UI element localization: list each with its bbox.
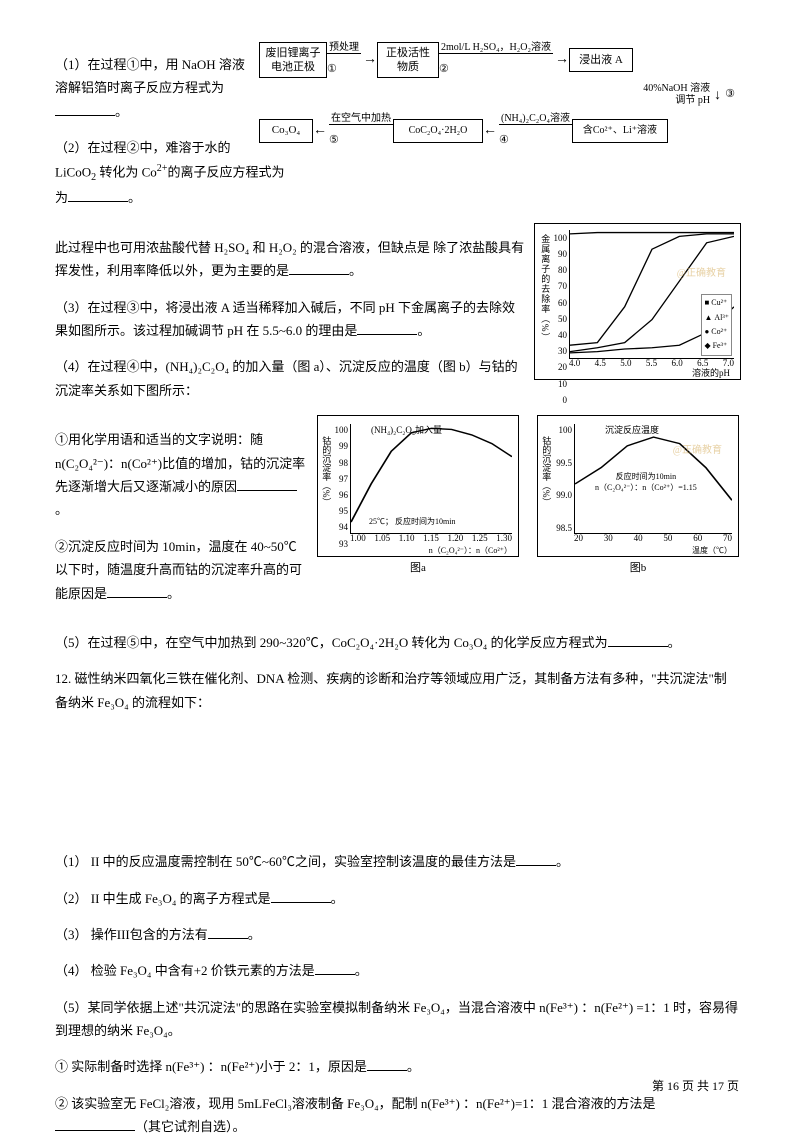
flow-arrow-4: (NH₄)₂C₂O₄溶液④ [483, 111, 572, 151]
s5: （5）某同学依据上述"共沉淀法"的思路在实验室模拟制备纳米 Fe₃O₄，当混合溶… [55, 996, 739, 1043]
q12: 12. 磁性纳米四氧化三铁在催化剂、DNA 检测、疾病的诊断和治疗等领域应用广泛… [55, 667, 739, 714]
flow-box-1: 废旧锂离子电池正极 [259, 42, 327, 78]
plot-area: @正确教育 ■Cu²⁺▲Al³⁺●Co²⁺◆Fe³⁺ [569, 230, 734, 359]
chart-a: 钴的沉淀率（%） 10099989796959493 (NH₄)₂C₂O₄加入量… [317, 415, 519, 557]
chart-b-wrap: 钴的沉淀率（%） 10099.599.098.5 沉淀反应温度 @正确教育 反应… [537, 415, 739, 579]
flow-row-2: Co₃O₄ 在空气中加热⑤ CoC₂O₄·2H₂O (NH₄)₂C₂O₄溶液④ … [259, 111, 739, 151]
flow-box-5: CoC₂O₄·2H₂O [393, 119, 483, 143]
flow-down-3: 40%NaOH 溶液调节 pH ↓ ③ [259, 83, 739, 108]
chart-b: 钴的沉淀率（%） 10099.599.098.5 沉淀反应温度 @正确教育 反应… [537, 415, 739, 557]
s3: （3） 操作III包含的方法有。 [55, 923, 739, 946]
s2: （2） II 中生成 Fe₃O₄ 的离子方程式是。 [55, 887, 739, 910]
flow-arrow-2: 2mol/L H₂SO₄，H₂O₂溶液② [439, 40, 569, 80]
flowchart-placeholder [55, 727, 739, 837]
legend: ■Cu²⁺▲Al³⁺●Co²⁺◆Fe³⁺ [701, 294, 732, 356]
flowchart: 废旧锂离子电池正极 预处理① 正极活性物质 2mol/L H₂SO₄，H₂O₂溶… [259, 40, 739, 153]
flow-box-3: 浸出液 A [569, 48, 633, 72]
removal-rate-chart: 金属离子的去除率（%） 1009080706050403020100 @正确教育… [534, 223, 739, 380]
q5: （5）在过程⑤中，在空气中加热到 290~320℃，CoC₂O₄·2H₂O 转化… [55, 631, 739, 654]
s5-2: ② 该实验室无 FeCl₂溶液，现用 5mLFeCl₃溶液制备 Fe₃O₄，配制… [55, 1092, 739, 1139]
page-footer: 第 16 页 共 17 页 [652, 1076, 739, 1098]
flow-arrow-5: 在空气中加热⑤ [313, 111, 393, 151]
s5-1: ① 实际制备时选择 n(Fe³⁺) ：n(Fe²⁺)小于 2：1，原因是。 [55, 1055, 739, 1078]
page: 废旧锂离子电池正极 预处理① 正极活性物质 2mol/L H₂SO₄，H₂O₂溶… [0, 0, 794, 1139]
flow-arrow-1: 预处理① [327, 40, 377, 80]
s1: （1） II 中的反应温度需控制在 50℃~60℃之间，实验室控制该温度的最佳方… [55, 850, 739, 873]
s4: （4） 检验 Fe₃O₄ 中含有+2 价铁元素的方法是。 [55, 959, 739, 982]
flow-box-4: 含Co²⁺、Li⁺溶液 [572, 119, 668, 143]
mid-charts: 钴的沉淀率（%） 10099989796959493 (NH₄)₂C₂O₄加入量… [317, 415, 739, 579]
flow-row-1: 废旧锂离子电池正极 预处理① 正极活性物质 2mol/L H₂SO₄，H₂O₂溶… [259, 40, 739, 80]
y-ticks: 1009080706050403020100 [549, 230, 567, 361]
flow-box-2: 正极活性物质 [377, 42, 439, 78]
flow-box-6: Co₃O₄ [259, 119, 313, 143]
chart-a-wrap: 钴的沉淀率（%） 10099989796959493 (NH₄)₂C₂O₄加入量… [317, 415, 519, 579]
